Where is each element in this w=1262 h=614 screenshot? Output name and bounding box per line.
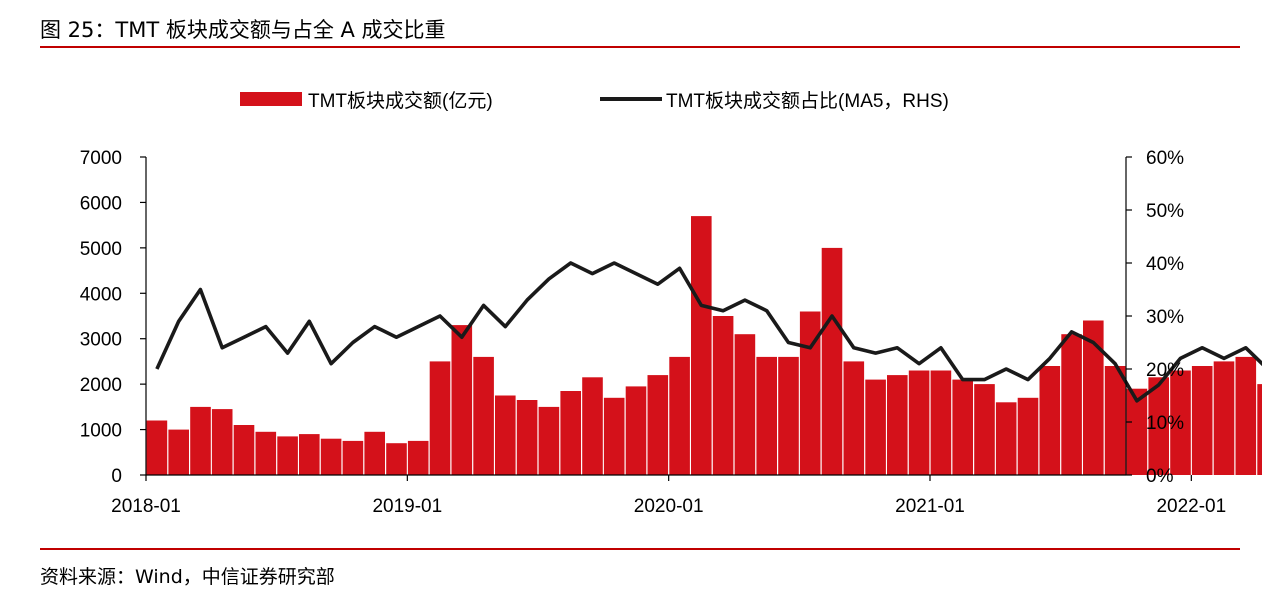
bar (473, 356, 494, 475)
legend: TMT板块成交额(亿元) TMT板块成交额占比(MA5，RHS) (240, 90, 949, 112)
bar (582, 377, 603, 475)
bar (146, 420, 168, 475)
bar (190, 406, 211, 475)
bar (1104, 366, 1126, 475)
bar (320, 438, 342, 475)
y-left-tick-label: 0 (111, 466, 122, 487)
bar (211, 409, 233, 475)
bar (255, 431, 277, 475)
bar (538, 406, 560, 475)
bar (495, 395, 516, 475)
bar (843, 361, 865, 475)
x-tick-label: 2022-01 (1156, 496, 1226, 517)
bar (1213, 361, 1235, 475)
y-left-tick-label: 5000 (80, 239, 122, 260)
legend-bar-label: TMT板块成交额(亿元) (308, 90, 493, 112)
chart: TMT板块成交额(亿元) TMT板块成交额占比(MA5，RHS) 0 1000 20… (80, 90, 1262, 517)
x-tick-label: 2018-01 (111, 496, 181, 517)
bar (669, 356, 690, 475)
y-right-tick-label: 60% (1146, 148, 1184, 169)
bar (1126, 388, 1148, 475)
bar (603, 397, 625, 475)
bar (712, 316, 734, 475)
bar (756, 356, 777, 475)
y-left-tick-label: 4000 (80, 284, 122, 305)
bar (647, 375, 669, 475)
y-right-tick-label: 30% (1146, 307, 1184, 328)
bar (277, 436, 298, 475)
axes: 0 1000 2000 3000 4000 5000 6000 7000 0% 10% 20% 30%… (80, 148, 1226, 517)
bar (299, 434, 320, 475)
y-left-tick-label: 3000 (80, 330, 122, 351)
bar (429, 361, 451, 475)
source-note: 资料来源：Wind，中信证券研究部 (40, 566, 335, 588)
bar (908, 370, 930, 475)
y-right-tick-label: 50% (1146, 201, 1184, 222)
bar (930, 370, 952, 475)
bar (516, 400, 538, 475)
line-series-layer (155, 261, 1262, 403)
legend-line-label: TMT板块成交额占比(MA5，RHS) (666, 90, 949, 112)
y-left-tick-label: 6000 (80, 193, 122, 214)
bar (865, 379, 886, 475)
bar (1061, 334, 1082, 475)
bar (1257, 384, 1262, 475)
y-left-tick-label: 1000 (80, 421, 122, 442)
bar (1191, 366, 1213, 475)
legend-bar-swatch (240, 92, 302, 106)
y-right-tick-label: 20% (1146, 360, 1184, 381)
x-tick-label: 2021-01 (895, 496, 965, 517)
bar (799, 311, 821, 475)
title-divider (40, 46, 1240, 48)
y-right-tick-label: 0% (1146, 466, 1174, 487)
bar (364, 431, 385, 475)
y-left-tick-label: 7000 (80, 148, 122, 169)
bar-series (146, 216, 1262, 475)
footer-divider (40, 548, 1240, 550)
bar (233, 425, 255, 475)
bar (451, 325, 473, 475)
bar (691, 216, 712, 475)
bar (778, 356, 799, 475)
bar (952, 379, 973, 475)
bar (625, 386, 647, 475)
y-left-tick-label: 2000 (80, 375, 122, 396)
bar (1148, 377, 1169, 475)
bar (168, 429, 189, 475)
bar (995, 402, 1017, 475)
bar (560, 391, 581, 475)
bar (734, 334, 756, 475)
bar (887, 375, 908, 475)
y-right-tick-label: 10% (1146, 413, 1184, 434)
x-tick-label: 2019-01 (372, 496, 442, 517)
y-right-tick-label: 40% (1146, 254, 1184, 275)
bar (1235, 356, 1257, 475)
bar (1017, 397, 1039, 475)
x-tick-label: 2020-01 (634, 496, 704, 517)
bar (974, 384, 995, 475)
page-title: 图 25：TMT 板块成交额与占全 A 成交比重 (40, 18, 446, 42)
bar (1083, 320, 1104, 475)
bar (407, 440, 429, 475)
bar (1170, 370, 1191, 475)
share-line (155, 261, 1262, 403)
bar (1039, 366, 1061, 475)
bar (821, 247, 843, 475)
bar (386, 443, 407, 475)
bar (342, 440, 364, 475)
